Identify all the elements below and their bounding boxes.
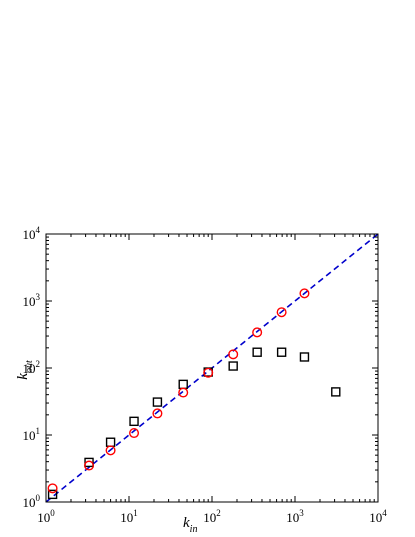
data-point-square [299,352,310,362]
y-tick-label: 102 [23,359,41,376]
x-tick-label: 102 [203,508,221,525]
y-tick-label: 100 [23,493,41,510]
y-tick-label-base: 10 [23,227,36,242]
data-point-circle [276,307,287,318]
y-tick-label-exp: 3 [36,292,41,302]
data-point-circle [178,387,189,398]
data-point-circle [84,460,95,471]
x-tick-label-exp: 1 [133,508,138,518]
data-point-square [228,361,238,371]
data-point-circle [47,483,58,494]
x-tick-label-base: 10 [369,510,382,525]
x-tick-label-base: 10 [120,510,133,525]
x-axis-label: kin [183,515,197,535]
data-point-square [105,437,116,447]
data-point-circle [129,428,140,439]
y-tick-label: 103 [23,292,41,309]
data-point-square [47,489,58,500]
data-point-square [252,347,262,357]
y-tick-label: 104 [23,225,41,242]
x-tick-label-exp: 0 [50,508,55,518]
x-tick-label: 101 [120,508,138,525]
y-tick-label-base: 10 [23,495,36,510]
data-point-square [331,387,341,397]
data-point-circle [299,288,310,299]
data-point-circle [105,445,116,456]
x-tick-label-base: 10 [203,510,216,525]
data-point-circle [152,408,163,419]
x-tick-label-exp: 3 [299,508,304,518]
y-tick-label: 101 [23,426,41,443]
y-tick-label-exp: 4 [36,225,41,235]
x-tick-label-exp: 2 [216,508,221,518]
y-tick-label-base: 10 [23,361,36,376]
y-tick-label-base: 10 [23,294,36,309]
x-tick-label-base: 10 [286,510,299,525]
data-point-square [276,347,287,357]
data-point-circle [203,367,214,378]
marks-layer [47,288,341,500]
x-tick-label: 100 [37,508,55,525]
x-tick-label: 104 [369,508,387,525]
y-axis-label-sub: out [24,360,35,373]
x-axis-label-sub: in [190,524,198,535]
data-point-square [178,379,188,390]
x-axis-label-base: k [183,515,190,531]
data-point-square [129,416,139,427]
data-point-square [84,457,94,468]
y-axis-label-base: k [15,373,31,380]
data-point-circle [252,327,263,338]
y-tick-label-exp: 2 [36,359,41,369]
data-point-circle [228,349,239,360]
y-tick-label-base: 10 [23,428,36,443]
y-tick-label-exp: 0 [36,493,41,503]
y-axis-label: kout [15,360,35,380]
data-point-square [152,397,163,407]
x-tick-label-base: 10 [37,510,50,525]
x-tick-label: 103 [286,508,304,525]
y-tick-label-exp: 1 [36,426,41,436]
x-tick-label-exp: 4 [382,508,387,518]
